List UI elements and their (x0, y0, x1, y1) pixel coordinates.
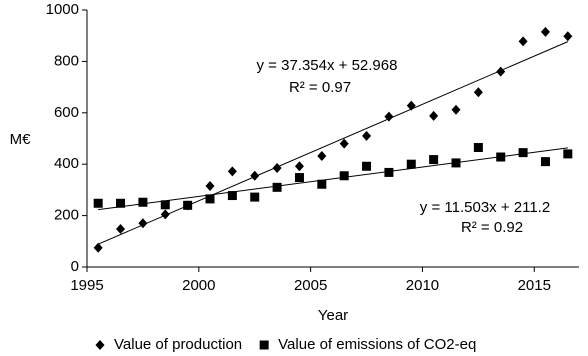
legend-label: Value of emissions of CO2-eq (278, 336, 476, 353)
diamond-marker (384, 111, 394, 122)
square-marker (518, 148, 528, 158)
legend-label: Value of production (114, 336, 242, 353)
x-tick-label: 2005 (294, 277, 327, 294)
diamond-marker (250, 170, 260, 181)
trend-r2: R² = 0.97 (289, 79, 351, 96)
square-marker (429, 155, 439, 165)
diamond-marker (473, 87, 483, 98)
trend-equation: y = 11.503x + 211.2 (420, 199, 550, 216)
diamond-marker (138, 218, 148, 229)
square-marker (317, 179, 327, 189)
square-marker (116, 198, 126, 208)
diamond-marker (93, 242, 103, 253)
diamond-marker (205, 181, 215, 192)
diamond-marker (227, 166, 237, 177)
diamond-marker (339, 138, 349, 149)
diamond-marker (496, 66, 506, 77)
y-tick-label: 0 (71, 258, 79, 275)
square-marker (138, 197, 148, 207)
y-tick-label: 600 (54, 104, 79, 121)
diamond-marker (160, 209, 170, 220)
square-marker (496, 152, 506, 162)
square-marker (563, 149, 573, 159)
square-marker (339, 171, 349, 181)
y-tick-label: 400 (54, 155, 79, 172)
diamond-marker (116, 223, 126, 234)
diamond-marker (518, 36, 528, 47)
square-marker (540, 157, 550, 167)
square-marker (93, 198, 103, 208)
x-tick-label: 2000 (182, 277, 215, 294)
y-tick-label: 800 (54, 52, 79, 69)
square-marker (294, 173, 304, 183)
x-tick-label: 2015 (518, 277, 551, 294)
diamond-marker (317, 150, 327, 161)
square-marker (451, 158, 461, 168)
trend-r2: R² = 0.92 (461, 219, 523, 236)
y-tick-label: 1000 (46, 1, 79, 18)
square-marker (473, 142, 483, 152)
square-marker (384, 167, 394, 177)
diamond-marker (272, 163, 282, 174)
diamond-marker (95, 340, 105, 350)
square-marker (272, 182, 282, 192)
diamond-marker (540, 26, 550, 37)
square-marker (406, 159, 416, 169)
x-tick-label: 2010 (406, 277, 439, 294)
trend-line (97, 41, 569, 245)
square-marker (259, 340, 269, 350)
diamond-marker (294, 161, 304, 172)
diamond-marker (406, 100, 416, 111)
trend-equation: y = 37.354x + 52.968 (257, 57, 398, 74)
diamond-marker (362, 130, 372, 141)
x-tick-label: 1995 (70, 277, 103, 294)
square-marker (250, 192, 260, 202)
square-marker (160, 200, 170, 210)
trend-line (98, 147, 568, 211)
square-marker (205, 194, 215, 204)
diamond-marker (429, 110, 439, 121)
square-marker (183, 200, 193, 210)
y-tick-label: 200 (54, 207, 79, 224)
x-axis-label: Year (318, 307, 348, 324)
diamond-marker (563, 31, 573, 42)
y-axis-label: M€ (10, 131, 31, 148)
diamond-marker (451, 104, 461, 115)
square-marker (362, 161, 372, 171)
square-marker (227, 191, 237, 201)
